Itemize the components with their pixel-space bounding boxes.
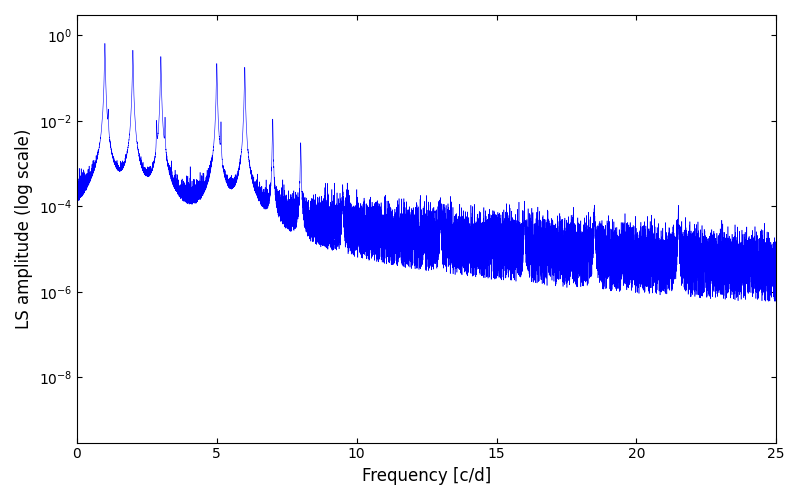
Y-axis label: LS amplitude (log scale): LS amplitude (log scale) bbox=[15, 128, 33, 329]
X-axis label: Frequency [c/d]: Frequency [c/d] bbox=[362, 467, 491, 485]
